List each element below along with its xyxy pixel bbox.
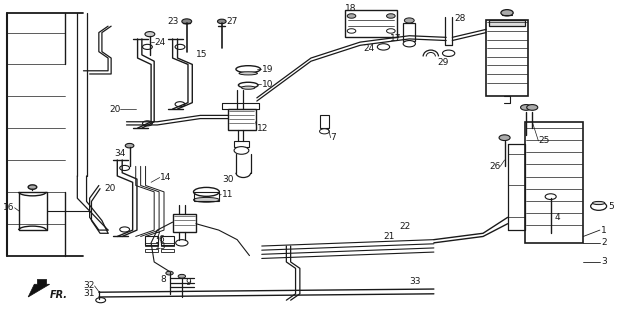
Circle shape [142,44,152,50]
Bar [525,122,583,243]
Text: 27: 27 [226,17,238,26]
Text: 24: 24 [363,44,375,53]
Text: 14: 14 [160,173,171,182]
Text: 15: 15 [196,50,207,59]
Bar [234,141,249,147]
Circle shape [234,147,249,154]
Ellipse shape [239,72,258,75]
Bar [486,20,528,96]
Circle shape [347,29,356,33]
Text: 8: 8 [161,275,167,284]
Circle shape [404,18,414,23]
Text: 29: 29 [437,58,448,67]
Circle shape [499,135,510,140]
Circle shape [386,29,395,33]
Text: 6: 6 [158,235,164,244]
Bar [161,236,175,245]
Text: 16: 16 [3,203,15,212]
Text: 25: 25 [539,136,550,145]
Circle shape [178,274,186,278]
Text: 7: 7 [155,232,160,241]
Text: 4: 4 [555,213,560,222]
Bar [403,23,415,41]
Text: 2: 2 [601,238,607,247]
Circle shape [176,240,188,246]
Text: FR.: FR. [50,291,67,300]
Circle shape [527,105,538,110]
Ellipse shape [194,197,219,202]
Circle shape [182,19,192,24]
Text: 34: 34 [114,149,125,158]
Text: 11: 11 [222,190,233,199]
Bar [145,236,158,245]
Circle shape [319,129,329,134]
Ellipse shape [241,86,255,89]
Circle shape [125,143,134,148]
Circle shape [142,121,152,126]
Circle shape [175,102,185,107]
Ellipse shape [194,188,219,196]
Text: 20: 20 [104,184,115,193]
Text: 21: 21 [384,232,395,241]
Circle shape [443,50,455,56]
Text: 26: 26 [489,162,500,171]
Circle shape [378,44,389,50]
Bar [145,243,158,246]
Circle shape [28,185,37,189]
Circle shape [166,271,173,275]
Text: 23: 23 [167,17,179,26]
Circle shape [521,105,532,110]
Text: 32: 32 [83,281,95,290]
Text: 3: 3 [601,258,607,267]
Text: 12: 12 [257,124,268,132]
Ellipse shape [238,82,258,88]
Text: 18: 18 [345,4,357,13]
Circle shape [96,298,106,303]
Bar [345,10,397,37]
Circle shape [119,165,129,171]
Ellipse shape [236,66,261,73]
Text: 10: 10 [262,80,273,89]
Text: 28: 28 [454,14,465,23]
Text: 33: 33 [409,276,421,285]
Text: 24: 24 [154,38,165,47]
Text: 20: 20 [109,105,120,114]
Text: 1: 1 [601,226,607,235]
Text: 5: 5 [608,202,613,211]
Circle shape [591,202,607,210]
Text: 17: 17 [391,35,402,44]
Circle shape [119,227,129,232]
Text: 13: 13 [155,242,167,251]
Bar [194,192,219,201]
Text: 9: 9 [185,278,191,287]
Ellipse shape [592,201,605,204]
Text: 7: 7 [331,133,336,142]
Text: 22: 22 [399,222,410,231]
Polygon shape [28,279,50,297]
Text: 19: 19 [262,65,273,74]
Circle shape [501,10,513,16]
Circle shape [347,14,356,18]
Text: 31: 31 [83,289,95,298]
Bar [161,243,175,246]
Circle shape [403,41,415,47]
Circle shape [386,14,395,18]
Bar [145,249,158,252]
Bar [320,116,329,128]
Bar [489,20,525,26]
Bar [173,214,196,232]
Bar [161,249,175,252]
Circle shape [145,32,155,37]
Circle shape [175,44,185,50]
Circle shape [217,19,226,24]
Circle shape [545,194,556,199]
Bar [228,109,256,130]
Text: 30: 30 [223,175,234,184]
